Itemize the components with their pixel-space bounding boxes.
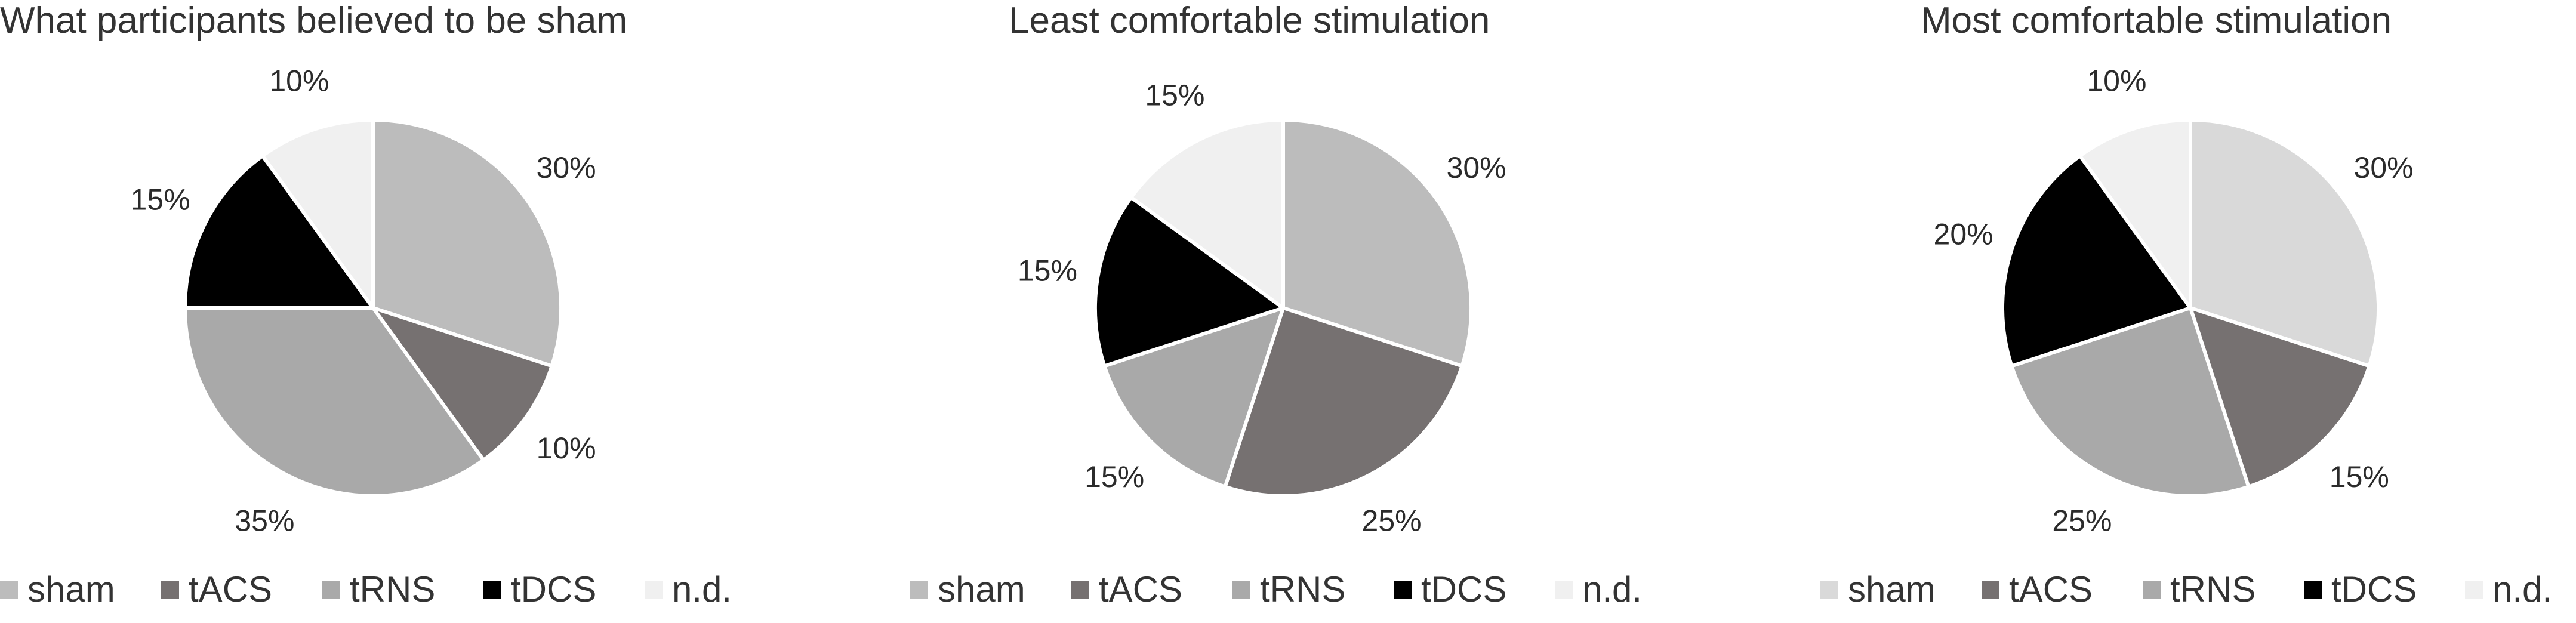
pie-slice-trns [183, 306, 486, 498]
legend-label: n.d. [2492, 569, 2552, 609]
data-label: 10% [269, 64, 329, 98]
legend-label: sham [27, 569, 115, 609]
legend-swatch [1071, 581, 1089, 599]
legend-swatch [322, 581, 340, 599]
data-label: 10% [537, 431, 596, 465]
legend-swatch [2143, 581, 2161, 599]
legend-label: n.d. [1582, 569, 1642, 609]
pie-slice-tdcs [2001, 154, 2192, 368]
legend-label: tDCS [511, 569, 596, 609]
legend-label: tDCS [2331, 569, 2417, 609]
pie-slice-nd [1129, 118, 1285, 310]
legend-label: tACS [1099, 569, 1182, 609]
pie-slice-trns [2010, 306, 2251, 498]
legend-label: n.d. [672, 569, 732, 609]
data-label: 15% [1018, 254, 1077, 287]
pie-slice-nd [260, 118, 375, 310]
chart-title: Least comfortable stimulation [1009, 0, 1490, 41]
legend-swatch [1820, 581, 1838, 599]
legend: sham tACS tRNS tDCS n.d. [910, 569, 1642, 609]
legend-swatch [1232, 581, 1250, 599]
legend-swatch [1394, 581, 1412, 599]
legend-swatch [1555, 581, 1573, 599]
data-label: 15% [131, 183, 190, 216]
pie-slice-sham [371, 118, 563, 368]
pie-slice-nd [2078, 118, 2192, 310]
data-label: 10% [2087, 64, 2146, 98]
pie-chart-2: Least comfortable stimulation 30% 25% 15% 15… [910, 0, 1642, 609]
legend-swatch [645, 581, 663, 599]
chart-title: Most comfortable stimulation [1921, 0, 2392, 41]
pie-slice-sham [1281, 118, 1473, 368]
legend-label: sham [1848, 569, 1936, 609]
data-label: 25% [2052, 504, 2112, 537]
legend-label: tRNS [1260, 569, 1345, 609]
data-label: 30% [2354, 151, 2414, 184]
data-label: 35% [235, 504, 294, 537]
pie-chart-1: What participants believed to be sham 30%… [0, 0, 732, 609]
legend-label: sham [938, 569, 1025, 609]
legend-swatch [910, 581, 928, 599]
data-label: 15% [1145, 79, 1204, 112]
legend-label: tACS [189, 569, 272, 609]
pie-slice-tdcs [183, 154, 375, 310]
chart-title: What participants believed to be sham [0, 0, 627, 41]
legend-label: tRNS [350, 569, 435, 609]
pie-slice-tacs [371, 306, 554, 462]
data-label: 30% [537, 151, 596, 184]
legend-swatch [161, 581, 179, 599]
data-label: 30% [1447, 151, 1506, 184]
pie-slice-sham [2189, 118, 2380, 368]
data-label: 25% [1362, 504, 1422, 537]
legend-label: tDCS [1421, 569, 1506, 609]
legend-swatch [0, 581, 18, 599]
data-label: 15% [2330, 460, 2389, 494]
pie-slice-tdcs [1093, 195, 1285, 368]
data-label: 20% [1934, 217, 1993, 251]
legend-swatch [1982, 581, 1999, 599]
legend: sham tACS tRNS tDCS n.d. [1820, 569, 2552, 609]
legend-swatch [2465, 581, 2483, 599]
legend: sham tACS tRNS tDCS n.d. [0, 569, 732, 609]
data-label: 15% [1084, 460, 1144, 494]
pie-slice-tacs [1223, 306, 1464, 498]
legend-swatch [2304, 581, 2322, 599]
legend-label: tRNS [2170, 569, 2255, 609]
legend-swatch [483, 581, 501, 599]
legend-label: tACS [2009, 569, 2093, 609]
pie-chart-3: Most comfortable stimulation 30% 15% 25% 20%… [1820, 0, 2552, 609]
